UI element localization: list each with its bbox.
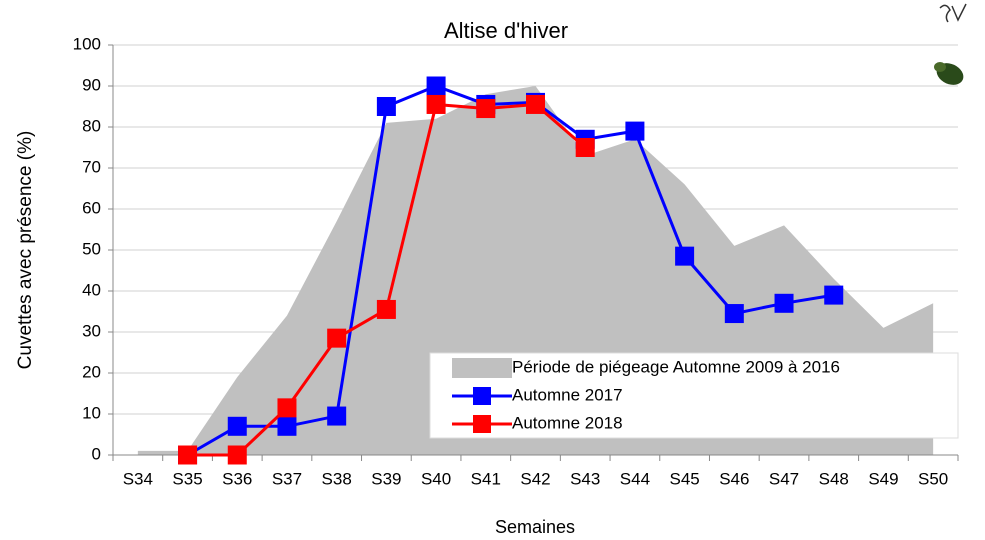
x-tick-label: S49: [868, 469, 898, 488]
marker: [576, 139, 594, 157]
y-tick-label: 80: [82, 116, 101, 135]
x-tick-label: S35: [172, 469, 202, 488]
y-tick-label: 50: [82, 239, 101, 258]
legend-label: Automne 2018: [512, 413, 623, 432]
page: {"chart_data": {"type": "line", "title":…: [0, 0, 985, 540]
x-tick-label: S40: [421, 469, 451, 488]
x-tick-label: S43: [570, 469, 600, 488]
marker: [725, 305, 743, 323]
x-axis-title: Semaines: [495, 517, 575, 537]
legend-swatch: [452, 358, 512, 378]
marker: [427, 95, 445, 113]
x-tick-label: S46: [719, 469, 749, 488]
y-tick-label: 30: [82, 321, 101, 340]
marker: [377, 300, 395, 318]
marker: [427, 77, 445, 95]
y-tick-label: 60: [82, 198, 101, 217]
y-tick-label: 100: [73, 34, 101, 53]
x-tick-label: S47: [769, 469, 799, 488]
y-tick-label: 10: [82, 403, 101, 422]
marker: [179, 446, 197, 464]
marker: [477, 100, 495, 118]
x-tick-label: S34: [123, 469, 153, 488]
marker: [775, 294, 793, 312]
legend-swatch: [473, 415, 491, 433]
y-tick-label: 0: [92, 444, 101, 463]
marker: [278, 417, 296, 435]
y-tick-label: 40: [82, 280, 101, 299]
legend-swatch: [473, 387, 491, 405]
marker: [527, 95, 545, 113]
y-tick-label: 20: [82, 362, 101, 381]
marker: [278, 399, 296, 417]
chart-title: Altise d'hiver: [444, 18, 568, 43]
x-tick-label: S45: [669, 469, 699, 488]
marker: [676, 247, 694, 265]
legend-label: Période de piégeage Automne 2009 à 2016: [512, 357, 840, 376]
y-tick-label: 70: [82, 157, 101, 176]
chart: Altise d'hiver Semaines Cuvettes avec pr…: [0, 0, 985, 540]
marker: [328, 407, 346, 425]
x-tick-label: S41: [471, 469, 501, 488]
y-tick-label: 90: [82, 75, 101, 94]
x-tick-label: S39: [371, 469, 401, 488]
marker: [626, 122, 644, 140]
marker: [328, 329, 346, 347]
x-tick-label: S48: [819, 469, 849, 488]
x-tick-label: S44: [620, 469, 650, 488]
x-tick-label: S50: [918, 469, 948, 488]
marker: [825, 286, 843, 304]
legend-label: Automne 2017: [512, 385, 623, 404]
marker: [228, 446, 246, 464]
x-tick-label: S37: [272, 469, 302, 488]
logo: [933, 4, 967, 89]
y-axis-title: Cuvettes avec présence (%): [15, 131, 36, 370]
x-tick-label: S42: [520, 469, 550, 488]
x-tick-label: S36: [222, 469, 252, 488]
marker: [228, 417, 246, 435]
x-tick-label: S38: [322, 469, 352, 488]
marker: [377, 98, 395, 116]
